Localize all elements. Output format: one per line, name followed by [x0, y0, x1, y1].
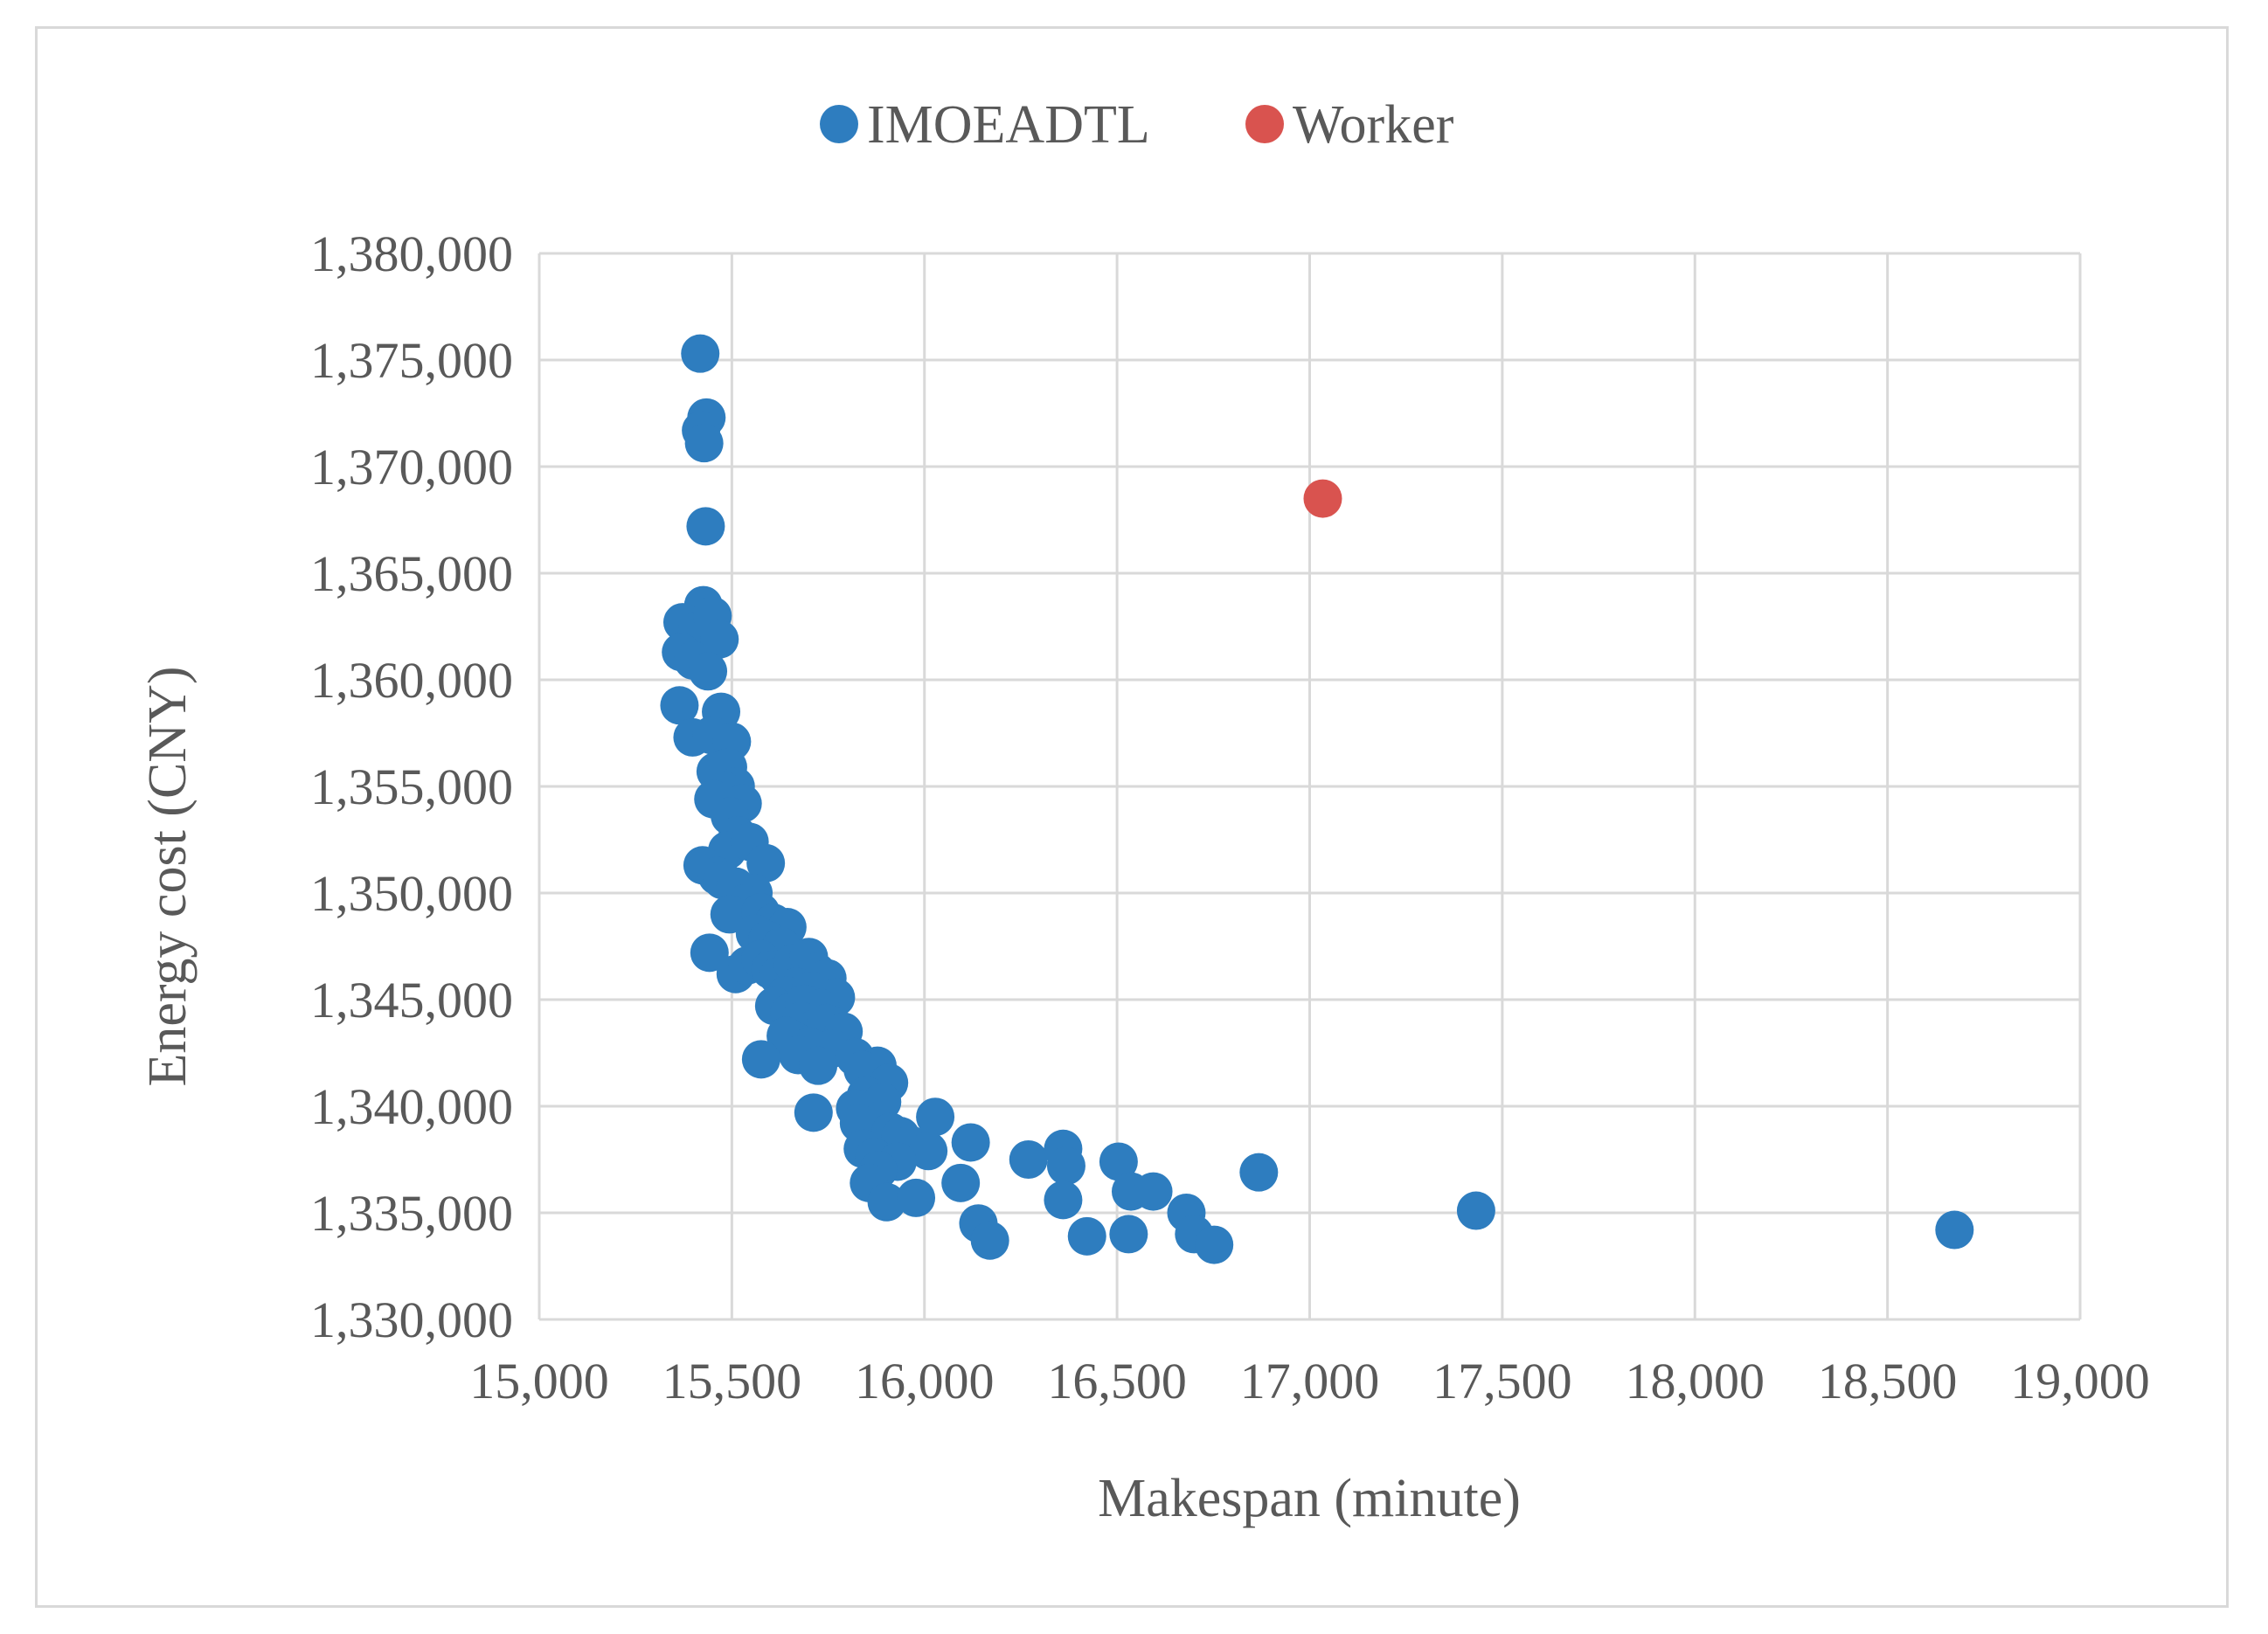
y-tick-label: 1,350,000	[310, 865, 513, 922]
y-axis-title: Energy cost (CNY)	[138, 667, 198, 1087]
data-point-imoeadtl	[700, 620, 739, 659]
data-point-imoeadtl	[909, 1132, 948, 1171]
data-point-imoeadtl	[1134, 1172, 1173, 1211]
data-point-imoeadtl	[1099, 1142, 1138, 1181]
data-point-imoeadtl	[897, 1178, 936, 1217]
data-point-imoeadtl	[690, 933, 729, 973]
y-tick-label: 1,375,000	[310, 332, 513, 389]
y-tick-label: 1,345,000	[310, 972, 513, 1028]
data-point-imoeadtl	[689, 652, 728, 691]
data-point-imoeadtl	[741, 1040, 780, 1079]
data-point-imoeadtl	[1044, 1180, 1083, 1220]
x-tick-label: 19,000	[2010, 1353, 2150, 1409]
y-axis-tick-labels: 1,330,000 1,335,000 1,340,000 1,345,000 1,35…	[310, 225, 513, 1348]
x-tick-label: 17,500	[1432, 1353, 1572, 1409]
data-points	[660, 334, 1974, 1264]
x-tick-label: 18,000	[1626, 1353, 1765, 1409]
data-point-imoeadtl	[686, 507, 725, 546]
y-tick-label: 1,370,000	[310, 439, 513, 495]
chart-frame	[35, 26, 2229, 1608]
x-tick-label: 18,500	[1818, 1353, 1958, 1409]
legend-marker	[1245, 105, 1284, 143]
y-tick-label: 1,380,000	[310, 225, 513, 282]
y-tick-label: 1,365,000	[310, 545, 513, 602]
y-tick-label: 1,330,000	[310, 1291, 513, 1348]
data-point-imoeadtl	[1456, 1191, 1495, 1230]
x-tick-label: 16,500	[1047, 1353, 1187, 1409]
legend-label: Worker	[1293, 95, 1454, 155]
data-point-imoeadtl	[799, 1046, 838, 1085]
legend-marker	[820, 105, 858, 143]
data-point-imoeadtl	[1009, 1140, 1048, 1179]
data-point-imoeadtl	[970, 1221, 1009, 1260]
data-point-imoeadtl	[916, 1097, 955, 1137]
data-point-imoeadtl	[867, 1182, 906, 1222]
y-tick-label: 1,335,000	[310, 1185, 513, 1242]
series-worker	[1303, 479, 1342, 518]
data-point-imoeadtl	[1067, 1216, 1106, 1256]
data-point-imoeadtl	[1046, 1146, 1085, 1186]
data-point-imoeadtl	[1109, 1215, 1148, 1254]
x-tick-label: 17,000	[1240, 1353, 1380, 1409]
legend: IMOEADTL Worker	[820, 95, 1454, 155]
x-tick-label: 16,000	[855, 1353, 995, 1409]
x-tick-label: 15,000	[469, 1353, 609, 1409]
y-tick-label: 1,340,000	[310, 1078, 513, 1135]
data-point-imoeadtl	[746, 843, 786, 883]
data-point-imoeadtl	[794, 1093, 833, 1132]
data-point-imoeadtl	[941, 1163, 981, 1202]
x-tick-label: 15,500	[662, 1353, 802, 1409]
series-imoeadtl	[660, 334, 1974, 1264]
data-point-imoeadtl	[951, 1123, 990, 1162]
gridlines	[538, 252, 2082, 1321]
data-point-imoeadtl	[684, 424, 724, 463]
data-point-imoeadtl	[1195, 1225, 1234, 1264]
legend-label: IMOEADTL	[867, 95, 1150, 155]
x-axis-title: Makespan (minute)	[1098, 1469, 1521, 1528]
data-point-imoeadtl	[1239, 1153, 1279, 1192]
x-axis-tick-labels: 15,000 15,500 16,000 16,500 17,000 17,500 18,0…	[469, 1353, 2150, 1409]
data-point-imoeadtl	[681, 334, 720, 373]
data-point-worker	[1303, 479, 1342, 518]
data-point-imoeadtl	[1935, 1210, 1974, 1250]
data-point-imoeadtl	[660, 686, 699, 725]
y-tick-label: 1,355,000	[310, 758, 513, 815]
y-tick-label: 1,360,000	[310, 652, 513, 709]
